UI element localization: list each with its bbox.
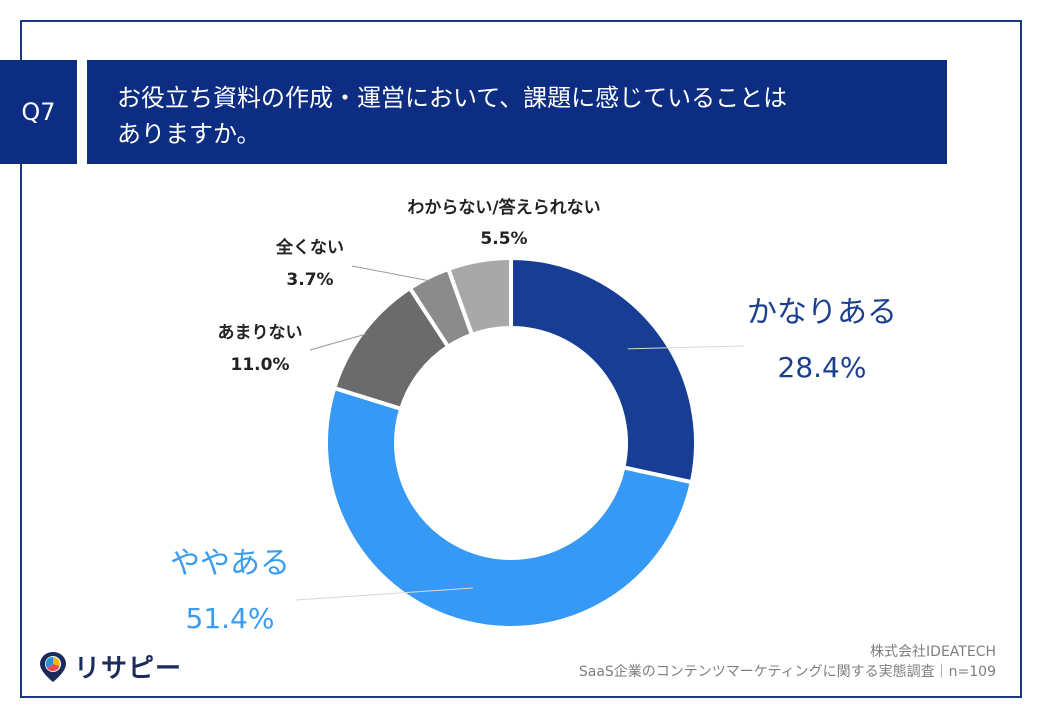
category-label-wakaranai: わからない/答えられない (407, 197, 600, 218)
slice-kanari-aru (509, 255, 698, 485)
question-title-line-1: お役立ち資料の作成・運営において、課題に感じていることは (117, 84, 788, 112)
footer-company: 株式会社IDEATECH (870, 644, 996, 660)
category-label-yaya-aru: ややある (170, 546, 290, 581)
value-label-amari-nai: 11.0% (231, 355, 290, 375)
logo-pin-icon (40, 651, 66, 682)
value-label-mattaku-nai: 3.7% (286, 270, 333, 290)
slice-wakaranai (445, 255, 513, 338)
leader-line-mattaku-nai (351, 265, 431, 282)
question-title-line-2: ありますか。 (117, 120, 261, 148)
risapy-logo: リサピー (38, 648, 182, 685)
value-label-kanari-aru: 28.4% (778, 351, 867, 384)
leader-line-kanari-aru (627, 345, 745, 350)
category-label-mattaku-nai: 全くない (275, 237, 344, 258)
category-label-amari-nai: あまりない (218, 323, 303, 343)
logo-text: リサピー (74, 654, 183, 684)
leader-line-amari-nai (309, 333, 367, 351)
value-label-yaya-aru: 51.4% (186, 602, 275, 635)
source-footer: 株式会社IDEATECH SaaS企業のコンテンツマーケティングに関する実態調査… (579, 642, 996, 682)
question-title: お役立ち資料の作成・運営において、課題に感じていることは ありますか。 (87, 60, 947, 164)
question-number-badge: Q7 (0, 60, 77, 164)
question-number: Q7 (21, 98, 56, 126)
value-label-wakaranai: 5.5% (480, 229, 527, 249)
footer-survey: SaaS企業のコンテンツマーケティングに関する実態調査｜n=109 (578, 664, 996, 680)
category-label-kanari-aru: かなりある (747, 295, 897, 330)
leader-line-yaya-aru (295, 587, 473, 601)
chart-frame (20, 20, 1022, 698)
slice-yaya-aru (324, 385, 695, 630)
